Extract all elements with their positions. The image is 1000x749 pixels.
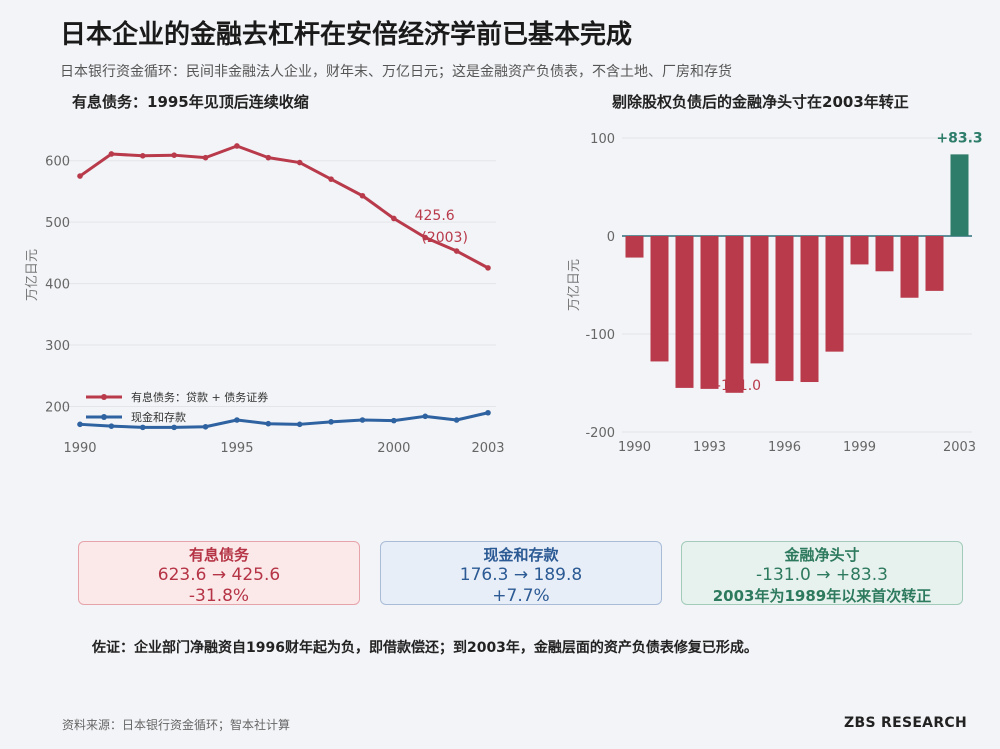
data-point: [296, 159, 303, 166]
debt-card-change: 623.6 → 425.6: [157, 565, 281, 585]
right-chart-title: 剔除股权负债后的金融净头寸在2003年转正: [612, 93, 909, 111]
data-point: [453, 417, 460, 423]
data-label-line2: (2003): [421, 230, 468, 246]
bar-2000: [875, 236, 894, 272]
source-note: 资料来源：日本银行资金循环；智本社计算: [62, 718, 291, 732]
y-tick-label: -100: [585, 328, 615, 343]
y-axis-label: 万亿日元: [567, 259, 582, 311]
bar-data-label-min: -131.0: [716, 378, 761, 394]
data-point: [328, 176, 334, 182]
data-point: [453, 248, 460, 254]
brand-label: ZBS RESEARCH: [844, 715, 967, 731]
net-card-note: 2003年为1989年以来首次转正: [712, 587, 932, 605]
x-tick-label: 1993: [693, 440, 726, 455]
legend-label: 现金和存款: [131, 410, 186, 424]
bar-1991: [650, 236, 669, 362]
left-chart-title: 有息债务：1995年见顶后连续收缩: [72, 93, 309, 111]
x-tick-label: 1990: [63, 441, 96, 456]
evidence-note: 佐证：企业部门净融资自1996财年起为负，即借款偿还；到2003年，金融层面的资…: [92, 640, 758, 656]
data-point: [296, 421, 303, 428]
data-point: [139, 424, 146, 431]
debt-card-title: 有息债务: [188, 546, 249, 564]
data-point: [485, 265, 491, 271]
y-axis-label: 万亿日元: [25, 249, 40, 301]
cash-card-pct: +7.7%: [492, 586, 550, 606]
data-point: [108, 423, 115, 429]
y-tick-label: -200: [585, 426, 615, 441]
data-point: [234, 143, 240, 149]
x-tick-label: 2003: [943, 440, 976, 455]
x-tick-label: 1990: [618, 440, 651, 455]
bar-2003: [950, 154, 969, 236]
data-point: [234, 417, 240, 423]
debt-summary-card: 有息债务 623.6 → 425.6 -31.8%: [78, 541, 360, 606]
y-tick-label: 100: [590, 132, 615, 147]
cash-card-change: 176.3 → 189.8: [459, 565, 583, 585]
data-point: [77, 173, 83, 179]
x-tick-label: 2003: [471, 441, 504, 456]
debt-card-pct: -31.8%: [188, 586, 250, 606]
bar-1994: [725, 236, 744, 393]
x-tick-label: 1999: [843, 440, 876, 455]
y-tick-label: 0: [607, 230, 615, 245]
net-card-change: -131.0 → +83.3: [756, 565, 888, 585]
bar-1995: [750, 236, 769, 364]
bar-data-label-last: +83.3: [936, 130, 982, 146]
y-tick-label: 200: [45, 400, 70, 415]
cash-summary-card: 现金和存款 176.3 → 189.8 +7.7%: [380, 541, 662, 606]
data-point: [202, 423, 209, 430]
data-point: [108, 151, 115, 157]
data-point: [77, 421, 83, 428]
legend-marker: [101, 414, 107, 420]
x-tick-label: 1995: [220, 441, 253, 456]
cash-card-title: 现金和存款: [483, 546, 559, 564]
data-point: [391, 215, 397, 222]
legend-label: 有息债务：贷款 + 债务证券: [131, 390, 268, 404]
data-point: [359, 417, 366, 423]
x-tick-label: 2000: [377, 441, 410, 456]
net-position-summary-card: 金融净头寸 -131.0 → +83.3 2003年为1989年以来首次转正: [681, 541, 963, 605]
bar-2002: [925, 236, 944, 291]
y-tick-label: 600: [45, 155, 70, 170]
y-tick-label: 500: [45, 216, 70, 231]
data-point: [265, 154, 272, 161]
series-line-0: [79, 144, 489, 270]
page-subtitle: 日本银行资金循环：民间非金融法人企业，财年末、万亿日元；这是金融资产负债表，不含…: [60, 64, 732, 80]
data-point: [422, 413, 429, 420]
data-point: [422, 234, 429, 241]
data-point: [328, 419, 334, 425]
bar-1997: [800, 236, 819, 383]
bar-1999: [850, 236, 869, 265]
data-point: [171, 424, 177, 431]
x-tick-label: 1996: [768, 440, 801, 455]
bar-1996: [775, 236, 794, 382]
bar-2001: [900, 236, 919, 298]
data-point: [265, 420, 272, 427]
y-tick-label: 300: [45, 339, 70, 354]
page-title: 日本企业的金融去杠杆在安倍经济学前已基本完成: [60, 20, 633, 50]
bar-1990: [625, 236, 644, 258]
data-label-line1: 425.6: [415, 208, 455, 224]
legend-marker: [101, 394, 107, 400]
data-point: [359, 192, 366, 199]
bar-1993: [700, 236, 719, 389]
data-point: [391, 417, 397, 424]
data-point: [139, 153, 146, 159]
y-tick-label: 400: [45, 278, 70, 293]
data-point: [485, 409, 491, 416]
bar-1992: [675, 236, 694, 388]
data-point: [171, 152, 177, 158]
bar-1998: [825, 236, 844, 352]
series-line-1: [79, 411, 489, 429]
data-point: [202, 154, 209, 161]
net-card-title: 金融净头寸: [784, 546, 860, 564]
